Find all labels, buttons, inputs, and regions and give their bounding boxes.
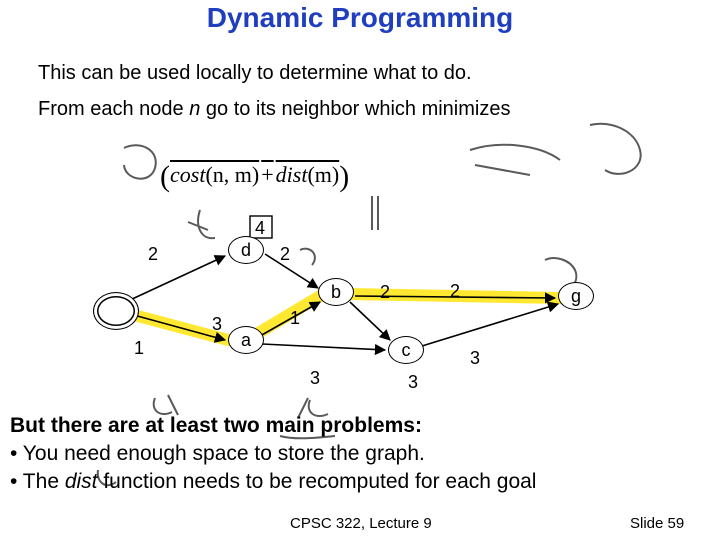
node-d: d — [228, 236, 264, 264]
formula-lparen: ( — [160, 160, 170, 193]
para-2a: From each node — [38, 98, 189, 120]
bottom-1a: But there are at least two — [10, 414, 266, 437]
formula-args1: (n, m) — [205, 162, 259, 187]
edge-label: 1 — [290, 308, 300, 329]
formula-args2: (m) — [307, 162, 339, 187]
bottom-1c: problems: — [315, 414, 422, 437]
node-c: c — [388, 336, 424, 364]
para-1: This can be used locally to determine wh… — [38, 62, 472, 85]
edge-label: 2 — [280, 244, 290, 265]
para-2c: go to its neighbor which minimizes — [200, 98, 510, 120]
para-2: From each node n go to its neighbor whic… — [38, 98, 510, 121]
bottom-line-3: • The dist function needs to be recomput… — [10, 470, 536, 494]
node-g: g — [558, 282, 594, 310]
edge-label: 2 — [148, 244, 158, 265]
edge-label: 1 — [134, 338, 144, 359]
formula-cost: cost — [170, 162, 205, 187]
footer-left: CPSC 322, Lecture 9 — [290, 515, 432, 532]
edge-label: 3 — [470, 348, 480, 369]
bottom-3c: function needs to be recomputed for each… — [103, 470, 536, 493]
page-title: Dynamic Programming — [0, 2, 720, 34]
bottom-line-1: But there are at least two main problems… — [10, 414, 422, 438]
para-2-n: n — [189, 98, 200, 120]
edge-label: 2 — [380, 282, 390, 303]
bottom-1b: main — [266, 414, 315, 437]
bottom-3b: dist — [65, 470, 104, 493]
bottom-line-2: • You need enough space to store the gra… — [10, 442, 425, 466]
bottom-3a: • The — [10, 470, 65, 493]
node-s — [93, 292, 139, 330]
formula-plus: + — [259, 162, 275, 187]
node-a: a — [228, 326, 264, 354]
node-b: b — [318, 278, 354, 306]
extra-label: 3 — [408, 372, 418, 393]
footer-right: Slide 59 — [630, 515, 684, 532]
edge-label: 2 — [450, 281, 460, 302]
formula-rparen: ) — [339, 160, 349, 193]
formula-dist: dist — [276, 162, 308, 187]
formula: (cost(n, m)+dist(m)) — [160, 160, 349, 194]
edge-label: 3 — [310, 368, 320, 389]
extra-label: 4 — [255, 218, 265, 239]
extra-label: 3 — [212, 314, 222, 335]
